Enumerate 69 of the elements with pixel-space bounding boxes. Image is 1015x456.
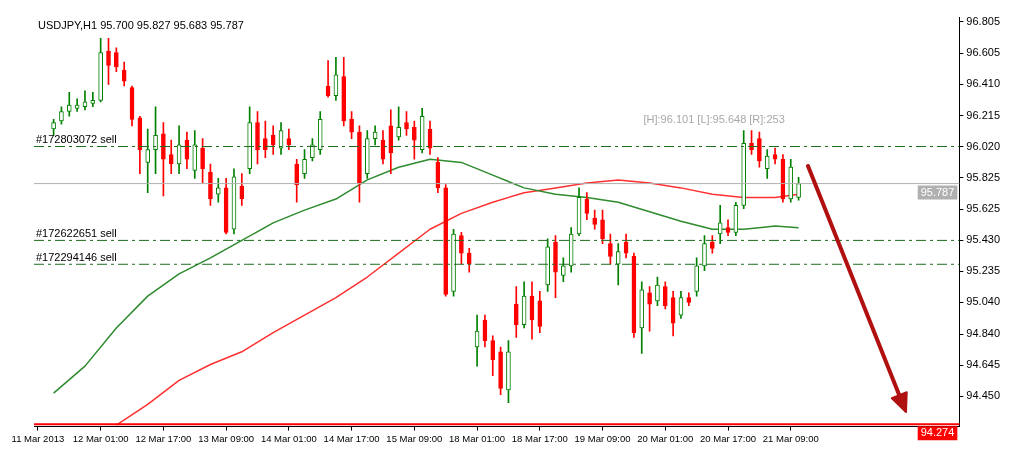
x-tick-label: 15 Mar 09:00 xyxy=(386,432,443,444)
candlestick xyxy=(647,286,652,332)
candlestick xyxy=(506,340,511,404)
candlestick xyxy=(459,232,464,265)
candlestick xyxy=(553,235,558,299)
candlestick xyxy=(710,235,715,254)
candlestick xyxy=(600,209,605,244)
candlestick xyxy=(255,111,260,165)
candlestick xyxy=(757,131,762,168)
candlestick xyxy=(106,37,111,85)
ref-line-label: #172294146 sell xyxy=(36,250,117,263)
x-tick-label: 12 Mar 01:00 xyxy=(72,432,129,444)
candlestick xyxy=(655,276,660,306)
y-tick-label: 95.040 xyxy=(966,295,1001,308)
x-tick-label: 13 Mar 09:00 xyxy=(198,432,255,444)
candlestick xyxy=(702,235,707,271)
y-tick-label: 94.645 xyxy=(966,358,1001,371)
candlestick xyxy=(161,122,166,197)
candlestick xyxy=(59,106,64,125)
candlestick xyxy=(200,138,205,184)
x-tick-label: 12 Mar 17:00 xyxy=(135,432,192,444)
candlestick xyxy=(208,163,213,206)
x-tick-label: 18 Mar 17:00 xyxy=(511,432,568,444)
x-tick-label: 18 Mar 01:00 xyxy=(449,432,506,444)
y-tick-label: 96.805 xyxy=(966,14,1001,27)
candlestick xyxy=(153,106,158,174)
y-tick-label: 96.605 xyxy=(966,46,1001,59)
y-tick-label: 96.020 xyxy=(966,139,1001,152)
y-tick-label: 96.410 xyxy=(966,77,1001,90)
y-tick-label: 95.625 xyxy=(966,202,1001,215)
candlestick xyxy=(357,125,362,203)
ref-line-label: 94.274 xyxy=(920,426,955,439)
x-tick-label: 21 Mar 09:00 xyxy=(762,432,819,444)
y-tick-label: 94.840 xyxy=(966,327,1001,340)
candlestick xyxy=(404,111,409,136)
annotation: [H]:96.101 [L]:95.648 [R]:253 xyxy=(643,112,785,125)
candlestick xyxy=(98,37,103,103)
candlestick xyxy=(561,257,566,283)
x-tick-label: 14 Mar 01:00 xyxy=(260,432,317,444)
y-tick-label: 95.235 xyxy=(966,264,1001,277)
candlestick xyxy=(396,106,401,141)
y-tick-label: 95.825 xyxy=(966,170,1001,183)
candlestick xyxy=(263,120,268,158)
candlestick xyxy=(302,149,307,179)
y-tick-label: 94.450 xyxy=(966,389,1001,402)
x-tick-label: 11 Mar 2013 xyxy=(11,432,65,444)
candlestick xyxy=(412,120,417,160)
y-tick-label: 96.215 xyxy=(966,108,1001,121)
chart-title: USDJPY,H1 95.700 95.827 95.683 95.787 xyxy=(38,19,244,32)
x-tick-label: 20 Mar 17:00 xyxy=(700,432,757,444)
candlestick xyxy=(51,119,56,136)
x-tick-label: 14 Mar 17:00 xyxy=(323,432,380,444)
ref-line-label: 95.787 xyxy=(920,185,955,198)
candlestick xyxy=(694,257,699,297)
ref-line-label: #172622651 sell xyxy=(36,226,117,239)
candlestick xyxy=(114,47,119,73)
candlestick xyxy=(498,346,503,396)
x-tick-label: 20 Mar 01:00 xyxy=(637,432,694,444)
candlestick xyxy=(145,128,151,193)
candlestick xyxy=(796,176,801,201)
candlestick xyxy=(247,106,252,174)
candlestick xyxy=(310,138,315,162)
x-tick-label: 19 Mar 09:00 xyxy=(574,432,631,444)
candlestick xyxy=(451,228,456,297)
y-tick-label: 95.430 xyxy=(966,233,1001,246)
candlestick xyxy=(349,111,354,139)
candlestick xyxy=(608,233,613,265)
candlestick xyxy=(545,238,550,292)
ref-line-label: #172803072 sell xyxy=(36,133,117,146)
